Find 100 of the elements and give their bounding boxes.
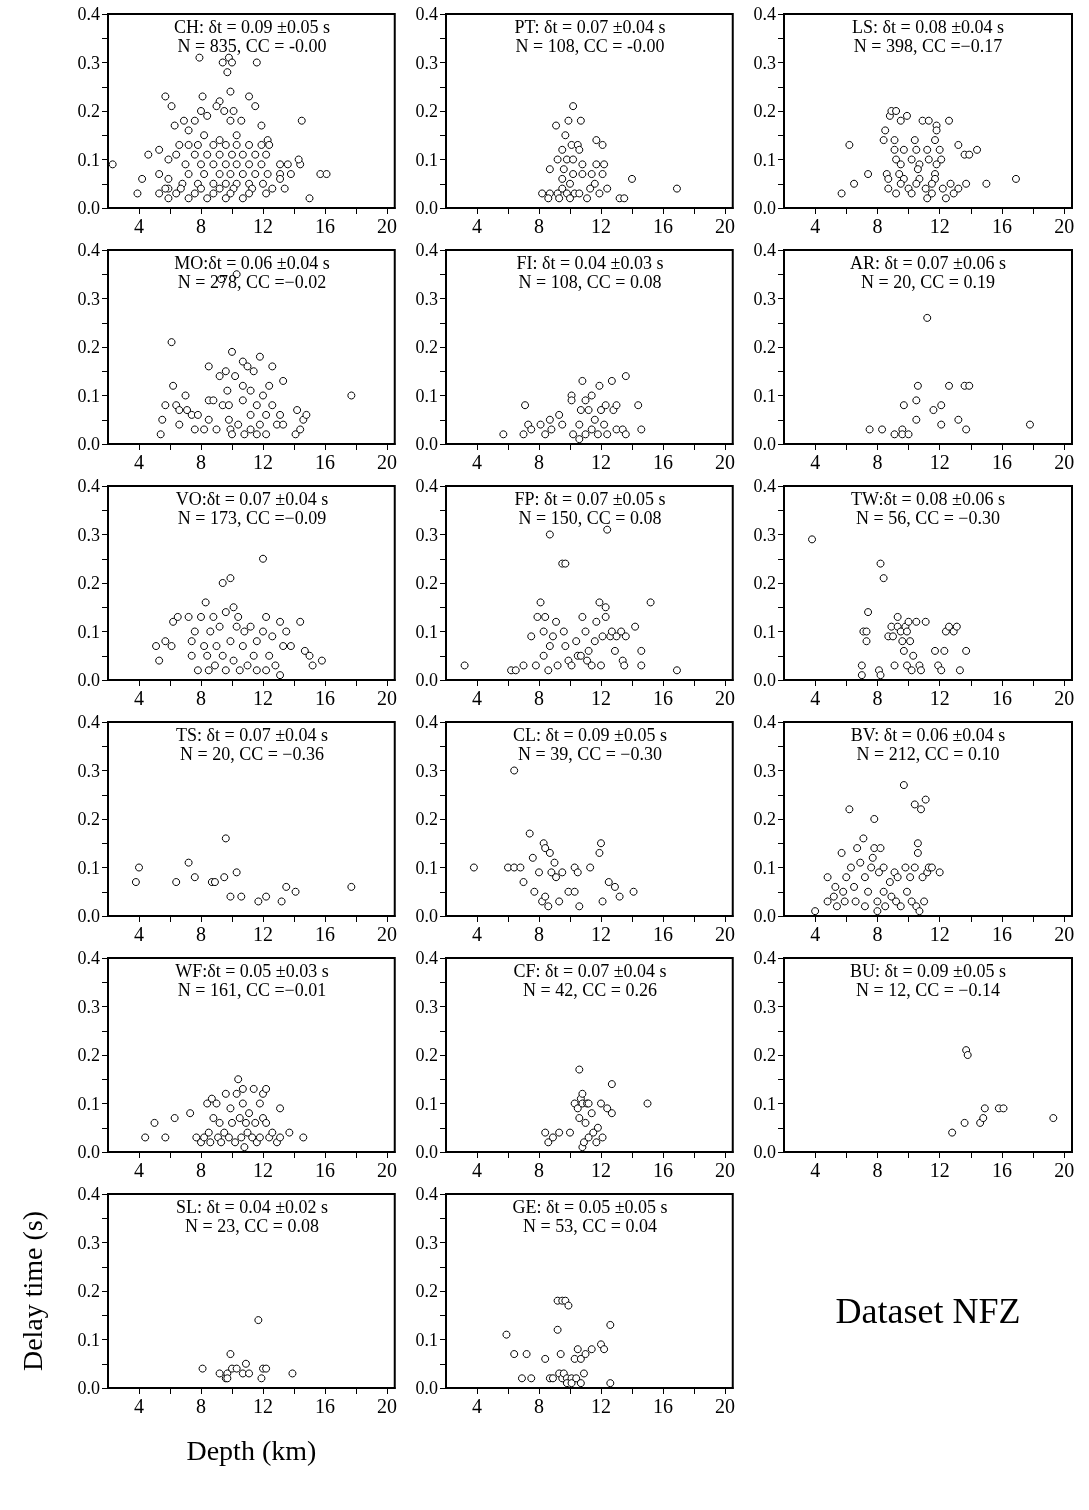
y-tick-label: 0.1 (415, 1093, 438, 1114)
y-tick-label: 0.0 (77, 670, 100, 690)
x-tick-label: 4 (472, 1395, 482, 1417)
y-tick-label: 0.4 (753, 4, 776, 24)
annotation: N = 12, CC = −0.14 (856, 980, 1000, 1000)
y-tick-label: 0.4 (77, 948, 100, 968)
y-tick-label: 0.2 (753, 1045, 776, 1065)
y-tick-label: 0.0 (415, 1378, 438, 1398)
x-tick-label: 16 (653, 687, 673, 709)
x-tick-label: 8 (196, 923, 206, 945)
annotation: N = 23, CC = 0.08 (185, 1216, 319, 1236)
annotation: PT: δt = 0.07 ±0.04 s (514, 17, 666, 37)
x-tick-label: 8 (872, 923, 883, 945)
y-tick-label: 0.2 (77, 337, 100, 357)
annotation: BV: δt = 0.06 ±0.04 s (850, 725, 1006, 745)
y-tick-label: 0.3 (415, 760, 438, 781)
y-tick-label: 0.4 (753, 476, 776, 496)
y-tick-label: 0.2 (415, 1045, 438, 1065)
y-tick-label: 0.0 (415, 198, 438, 218)
y-tick-label: 0.2 (753, 337, 776, 357)
x-tick-label: 8 (872, 1159, 883, 1181)
y-tick-label: 0.4 (415, 476, 438, 496)
y-tick-label: 0.4 (415, 1184, 438, 1204)
y-tick-label: 0.2 (77, 1281, 100, 1301)
y-tick-label: 0.3 (753, 996, 776, 1017)
y-tick-label: 0.1 (77, 857, 100, 878)
x-tick-label: 12 (591, 687, 611, 709)
y-tick-label: 0.0 (415, 906, 438, 926)
x-tick-label: 12 (253, 215, 273, 237)
annotation: N = 398, CC =−0.17 (853, 36, 1003, 56)
x-tick-label: 4 (472, 451, 482, 473)
x-tick-label: 20 (377, 687, 397, 709)
y-tick-label: 0.1 (415, 1329, 438, 1350)
y-tick-label: 0.1 (415, 385, 438, 406)
y-tick-label: 0.0 (77, 434, 100, 454)
x-tick-label: 20 (715, 687, 735, 709)
y-tick-label: 0.0 (77, 906, 100, 926)
x-tick-label: 12 (929, 687, 950, 709)
x-tick-label: 12 (591, 923, 611, 945)
x-tick-label: 8 (534, 1395, 544, 1417)
annotation: AR: δt = 0.07 ±0.06 s (849, 253, 1007, 273)
y-tick-label: 0.0 (77, 1142, 100, 1162)
y-tick-label: 0.4 (77, 476, 100, 496)
x-tick-label: 8 (196, 1395, 206, 1417)
annotation: VO:δt = 0.07 ±0.04 s (175, 489, 329, 509)
annotation: GE: δt = 0.05 ±0.05 s (512, 1197, 668, 1217)
x-tick-label: 12 (929, 451, 950, 473)
y-tick-label: 0.4 (77, 4, 100, 24)
y-tick-label: 0.3 (77, 524, 100, 545)
y-tick-label: 0.3 (415, 524, 438, 545)
x-tick-label: 16 (991, 451, 1012, 473)
x-tick-label: 20 (715, 215, 735, 237)
y-tick-label: 0.3 (77, 52, 100, 73)
y-tick-label: 0.2 (415, 101, 438, 121)
annotation: TW:δt = 0.08 ±0.06 s (851, 489, 1005, 509)
x-tick-label: 16 (315, 1159, 335, 1181)
x-tick-label: 20 (377, 923, 397, 945)
x-tick-label: 8 (196, 1159, 206, 1181)
x-tick-label: 4 (134, 215, 144, 237)
y-tick-label: 0.1 (77, 1093, 100, 1114)
x-tick-label: 4 (134, 451, 144, 473)
annotation: N = 39, CC = −0.30 (518, 744, 662, 764)
annotation: CF: δt = 0.07 ±0.04 s (513, 961, 667, 981)
x-tick-label: 8 (872, 215, 883, 237)
x-tick-label: 16 (991, 215, 1012, 237)
annotation: N = 20, CC = −0.36 (180, 744, 324, 764)
y-tick-label: 0.3 (753, 52, 776, 73)
x-tick-label: 12 (591, 215, 611, 237)
y-tick-label: 0.3 (77, 996, 100, 1017)
x-tick-label: 4 (810, 923, 821, 945)
x-tick-label: 4 (134, 923, 144, 945)
x-tick-label: 4 (134, 1159, 144, 1181)
x-axis-title: Depth (km) (186, 1434, 317, 1466)
x-tick-label: 4 (472, 215, 482, 237)
annotation: N = 150, CC = 0.08 (518, 508, 662, 528)
x-tick-label: 20 (377, 451, 397, 473)
y-tick-label: 0.1 (77, 1329, 100, 1350)
x-tick-label: 16 (315, 1395, 335, 1417)
y-tick-label: 0.1 (753, 385, 776, 406)
y-tick-label: 0.4 (415, 712, 438, 732)
y-tick-label: 0.4 (753, 948, 776, 968)
x-tick-label: 20 (715, 451, 735, 473)
y-tick-label: 0.4 (415, 4, 438, 24)
x-tick-label: 8 (534, 687, 544, 709)
x-tick-label: 20 (1054, 451, 1075, 473)
x-tick-label: 12 (591, 1159, 611, 1181)
x-tick-label: 8 (872, 451, 883, 473)
x-tick-label: 8 (534, 923, 544, 945)
y-tick-label: 0.2 (77, 101, 100, 121)
annotation: BU: δt = 0.09 ±0.05 s (849, 961, 1007, 981)
y-tick-label: 0.2 (753, 101, 776, 121)
x-tick-label: 20 (715, 1395, 735, 1417)
y-tick-label: 0.0 (753, 434, 776, 454)
x-tick-label: 16 (991, 687, 1012, 709)
x-tick-label: 4 (472, 1159, 482, 1181)
x-tick-label: 16 (653, 451, 673, 473)
x-tick-label: 8 (534, 215, 544, 237)
annotation: CL: δt = 0.09 ±0.05 s (512, 725, 668, 745)
annotation: WF:δt = 0.05 ±0.03 s (175, 961, 329, 981)
y-tick-label: 0.0 (753, 670, 776, 690)
